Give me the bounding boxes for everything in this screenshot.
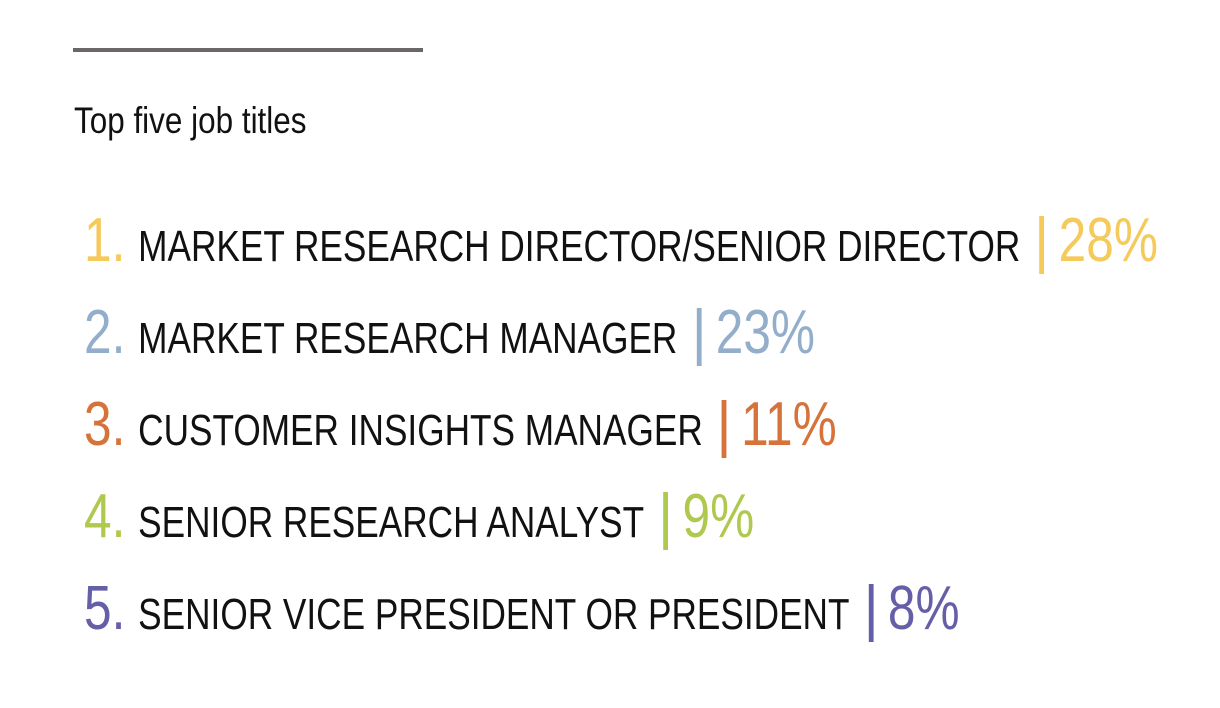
rank-number: 1. — [84, 206, 126, 275]
percentage: 8% — [887, 574, 960, 643]
top-divider — [73, 48, 423, 52]
percentage: 11% — [741, 390, 837, 459]
rank-number: 5. — [84, 574, 126, 643]
separator-bar — [663, 491, 669, 550]
job-title: MARKET RESEARCH DIRECTOR/SENIOR DIRECTOR — [138, 222, 1021, 271]
job-title: MARKET RESEARCH MANAGER — [138, 314, 678, 363]
separator-bar — [868, 583, 874, 642]
separator-bar — [1039, 215, 1045, 274]
job-title: SENIOR VICE PRESIDENT OR PRESIDENT — [138, 590, 850, 639]
list-item: 3. CUSTOMER INSIGHTS MANAGER 11% — [84, 389, 837, 460]
rank-number: 4. — [84, 482, 126, 551]
job-title: CUSTOMER INSIGHTS MANAGER — [138, 406, 703, 455]
percentage: 28% — [1058, 206, 1158, 275]
list-item: 1. MARKET RESEARCH DIRECTOR/SENIOR DIRECT… — [84, 205, 1158, 276]
job-title: SENIOR RESEARCH ANALYST — [138, 498, 645, 547]
page-title: Top five job titles — [74, 100, 307, 141]
rank-number: 3. — [84, 390, 126, 459]
list-item: 5. SENIOR VICE PRESIDENT OR PRESIDENT 8% — [84, 573, 960, 644]
rank-number: 2. — [84, 298, 126, 367]
percentage: 9% — [682, 482, 755, 551]
list-item: 2. MARKET RESEARCH MANAGER 23% — [84, 297, 815, 368]
list-item: 4. SENIOR RESEARCH ANALYST 9% — [84, 481, 754, 552]
separator-bar — [696, 307, 702, 366]
separator-bar — [721, 399, 727, 458]
percentage: 23% — [715, 298, 816, 367]
